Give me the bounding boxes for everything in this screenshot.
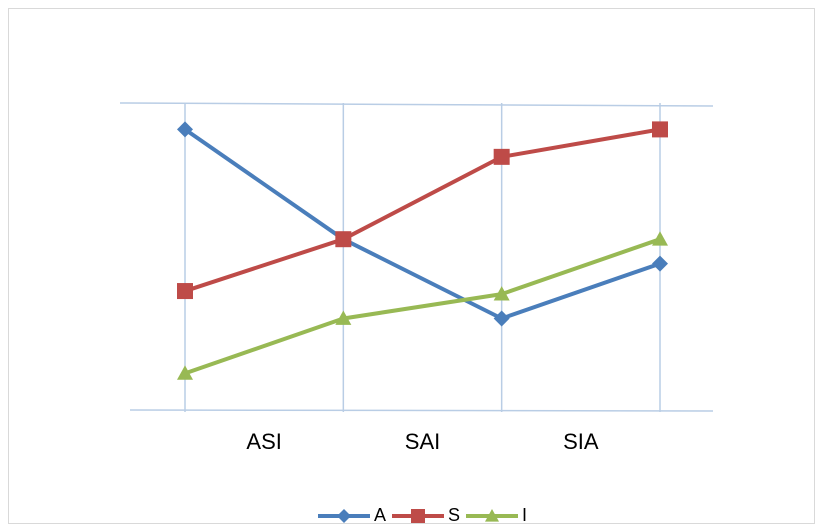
point <box>493 286 510 301</box>
point <box>335 310 352 325</box>
legend-marker <box>411 509 425 523</box>
point <box>177 365 193 380</box>
x-tick-label: SIA <box>563 429 599 454</box>
legend-marker <box>485 509 499 522</box>
point <box>652 255 668 272</box>
chart-frame <box>8 8 815 524</box>
plot-top-line <box>119 102 714 107</box>
legend-marker <box>337 509 351 523</box>
point <box>335 231 352 248</box>
series-line <box>183 127 661 321</box>
legend-text: A <box>374 505 386 525</box>
x-tick-label: SAI <box>405 429 440 454</box>
point <box>652 231 668 246</box>
point <box>493 310 510 327</box>
series-line <box>184 237 661 376</box>
point <box>493 148 510 165</box>
point <box>177 121 193 138</box>
legend-text: S <box>448 505 460 525</box>
x-tick-label: ASI <box>246 429 281 454</box>
plot-bottom-line <box>129 409 714 412</box>
point <box>177 283 193 300</box>
legend-text: I <box>522 505 527 525</box>
series-line <box>184 127 661 293</box>
point <box>652 121 668 138</box>
